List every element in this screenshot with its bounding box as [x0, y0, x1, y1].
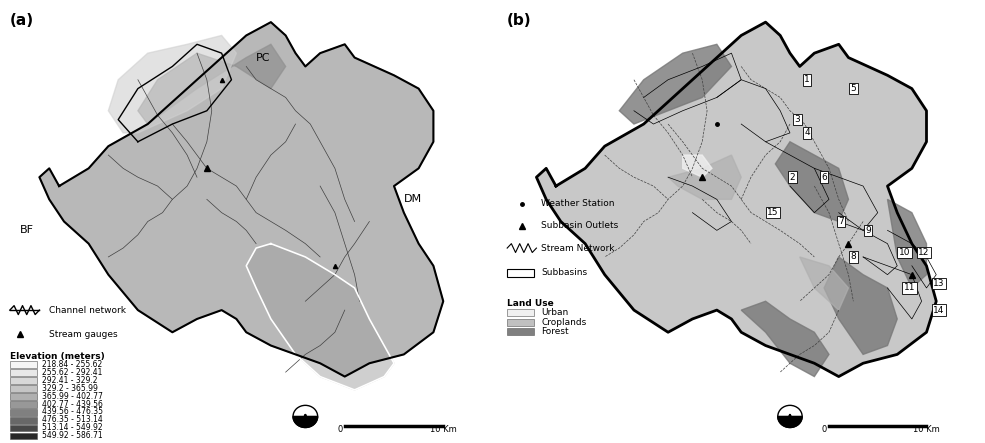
Bar [10, 433, 36, 439]
Text: Croplands: Croplands [542, 318, 586, 326]
Text: 218.84 - 255.62: 218.84 - 255.62 [41, 360, 102, 369]
Polygon shape [742, 301, 829, 377]
Text: 0: 0 [821, 425, 826, 434]
Text: 4: 4 [804, 128, 810, 137]
Bar [507, 269, 534, 277]
Text: Weather Station: Weather Station [542, 199, 615, 208]
Text: (b): (b) [507, 13, 532, 28]
Text: Subbasins: Subbasins [542, 268, 587, 277]
Bar [10, 425, 36, 431]
Polygon shape [824, 257, 897, 354]
Text: 7: 7 [838, 217, 844, 226]
Text: 439.56 - 476.35: 439.56 - 476.35 [41, 408, 102, 416]
Polygon shape [887, 199, 927, 288]
Polygon shape [668, 155, 742, 199]
Text: DM: DM [404, 194, 422, 204]
Bar [10, 369, 36, 376]
Text: 1: 1 [804, 75, 810, 84]
Text: Stream gauges: Stream gauges [49, 330, 118, 339]
Text: Stream Network: Stream Network [542, 244, 615, 253]
Bar [10, 417, 36, 424]
Text: 9: 9 [865, 226, 871, 235]
Polygon shape [537, 22, 937, 377]
Bar [507, 328, 534, 335]
Text: 2: 2 [790, 173, 795, 182]
Polygon shape [683, 155, 712, 177]
Text: 10 Km: 10 Km [913, 425, 940, 434]
Text: 329.2 - 365.99: 329.2 - 365.99 [41, 384, 98, 392]
Text: (a): (a) [10, 13, 33, 28]
Text: BF: BF [20, 225, 33, 235]
Polygon shape [246, 244, 394, 390]
Text: 0: 0 [337, 425, 343, 434]
Text: 8: 8 [850, 253, 856, 261]
Bar [10, 361, 36, 368]
Text: 14: 14 [933, 306, 945, 315]
Bar [10, 393, 36, 400]
Bar [507, 309, 534, 316]
Text: 11: 11 [903, 284, 915, 292]
Bar [10, 385, 36, 392]
Text: 476.35 - 513.14: 476.35 - 513.14 [41, 416, 102, 424]
Text: 3: 3 [795, 115, 800, 124]
Polygon shape [108, 35, 236, 133]
Text: 292.41 - 329.2: 292.41 - 329.2 [41, 376, 98, 385]
Bar [10, 401, 36, 408]
Polygon shape [775, 142, 848, 222]
Polygon shape [138, 44, 286, 124]
Text: 549.92 - 586.71: 549.92 - 586.71 [41, 431, 102, 440]
Text: 10 Km: 10 Km [429, 425, 457, 434]
Bar [10, 377, 36, 384]
Polygon shape [294, 416, 318, 427]
Text: 402.77 - 439.56: 402.77 - 439.56 [41, 400, 102, 408]
Polygon shape [39, 22, 443, 377]
Text: 12: 12 [918, 248, 930, 257]
Text: 15: 15 [767, 208, 779, 217]
Bar [507, 319, 534, 326]
Text: 5: 5 [850, 84, 856, 93]
Text: Land Use: Land Use [507, 299, 554, 308]
Text: Subbasin Outlets: Subbasin Outlets [542, 222, 619, 230]
Text: 13: 13 [933, 279, 945, 288]
Text: Forest: Forest [542, 327, 569, 336]
Text: PC: PC [256, 53, 271, 62]
Text: 255.62 - 292.41: 255.62 - 292.41 [41, 368, 102, 377]
Polygon shape [620, 44, 732, 124]
Text: 365.99 - 402.77: 365.99 - 402.77 [41, 392, 102, 400]
Text: Elevation (meters): Elevation (meters) [10, 352, 104, 361]
Polygon shape [778, 416, 802, 427]
Polygon shape [800, 257, 848, 310]
Bar [10, 409, 36, 416]
Text: 6: 6 [821, 173, 827, 182]
Text: 513.14 - 549.92: 513.14 - 549.92 [41, 424, 102, 432]
Text: Urban: Urban [542, 308, 568, 317]
Text: 10: 10 [898, 248, 910, 257]
Text: Channel network: Channel network [49, 306, 126, 315]
